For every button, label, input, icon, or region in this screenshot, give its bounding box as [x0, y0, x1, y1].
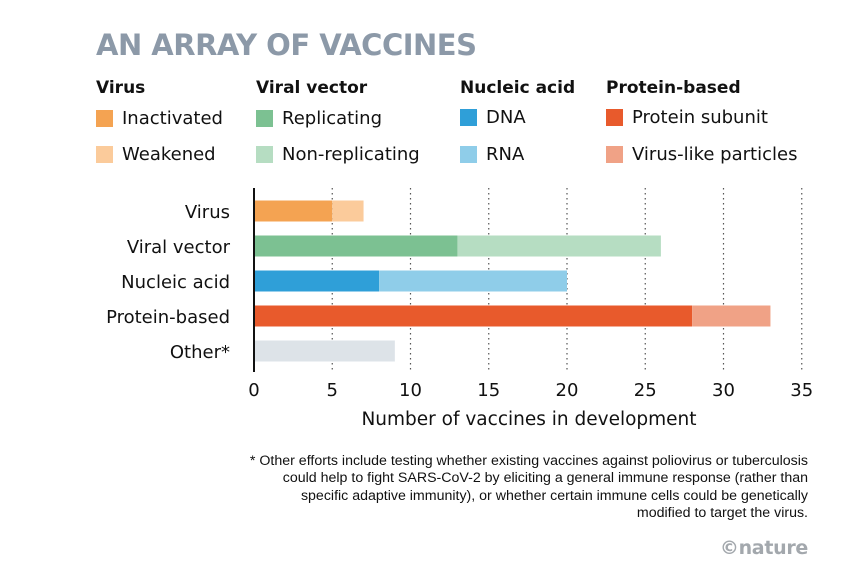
- bar-segment: [254, 270, 380, 292]
- legend-group-protein-based: Protein-based Protein subunit Virus-like…: [606, 76, 797, 165]
- x-tick-label: 5: [327, 380, 338, 401]
- bar-segment: [254, 235, 458, 257]
- bar-segment: [254, 305, 693, 327]
- bar-segment: [254, 340, 395, 362]
- legend-group-virus: Virus Inactivated Weakened: [96, 76, 223, 165]
- bar-segment: [457, 235, 661, 257]
- nature-credit: ©nature: [719, 537, 808, 559]
- legend-item: DNA: [460, 106, 526, 128]
- legend-group-viral-vector: Viral vector Replicating Non-replicating: [256, 76, 420, 165]
- x-axis-title: Number of vaccines in development: [361, 409, 696, 430]
- legend-swatch: [460, 108, 477, 126]
- x-tick-label: 0: [248, 380, 259, 401]
- legend-label: RNA: [486, 143, 525, 165]
- legend-swatch: [256, 109, 273, 127]
- category-label: Protein-based: [106, 307, 230, 328]
- legend-item: Inactivated: [96, 107, 223, 129]
- legend-label: Replicating: [282, 107, 383, 129]
- bar-segment: [332, 200, 364, 222]
- legend-swatch: [460, 145, 477, 163]
- bar-segment: [692, 305, 771, 327]
- legend-heading: Virus: [96, 78, 146, 98]
- legend-heading: Nucleic acid: [460, 78, 576, 98]
- legend-item: Non-replicating: [256, 143, 420, 165]
- legend-label: Protein subunit: [632, 106, 768, 128]
- bar-segment: [379, 270, 567, 292]
- chart-title: AN ARRAY OF VACCINES: [96, 28, 477, 62]
- legend-swatch: [96, 109, 113, 127]
- x-tick-label: 10: [399, 380, 422, 401]
- legend-label: Inactivated: [122, 107, 223, 129]
- legend-label: Non-replicating: [282, 143, 420, 165]
- legend-heading: Viral vector: [256, 78, 368, 98]
- bar-segment: [254, 200, 333, 222]
- legend-label: Weakened: [122, 143, 216, 165]
- x-tick-label: 35: [790, 380, 813, 401]
- legend-item: Protein subunit: [606, 106, 768, 128]
- legend-label: DNA: [486, 106, 526, 128]
- category-label: Viral vector: [127, 237, 231, 258]
- category-label: Nucleic acid: [121, 272, 230, 293]
- legend-heading: Protein-based: [606, 78, 741, 98]
- x-tick-label: 20: [556, 380, 579, 401]
- legend-swatch: [256, 145, 273, 163]
- category-label: Virus: [185, 202, 230, 223]
- legend-item: Replicating: [256, 107, 382, 129]
- x-tick-label: 30: [712, 380, 735, 401]
- legend-item: RNA: [460, 143, 524, 165]
- legend-item: Weakened: [96, 143, 216, 165]
- legend-group-nucleic-acid: Nucleic acid DNA RNA: [460, 76, 576, 165]
- footnote: * Other efforts include testing whether …: [249, 453, 808, 522]
- legend-swatch: [96, 145, 113, 163]
- x-tick-label: 25: [634, 380, 657, 401]
- legend-swatch: [606, 108, 623, 126]
- legend-swatch: [606, 145, 623, 163]
- category-label: Other*: [170, 342, 230, 363]
- legend-label: Virus-like particles: [632, 143, 798, 165]
- legend-item: Virus-like particles: [606, 143, 797, 165]
- x-tick-label: 15: [477, 380, 500, 401]
